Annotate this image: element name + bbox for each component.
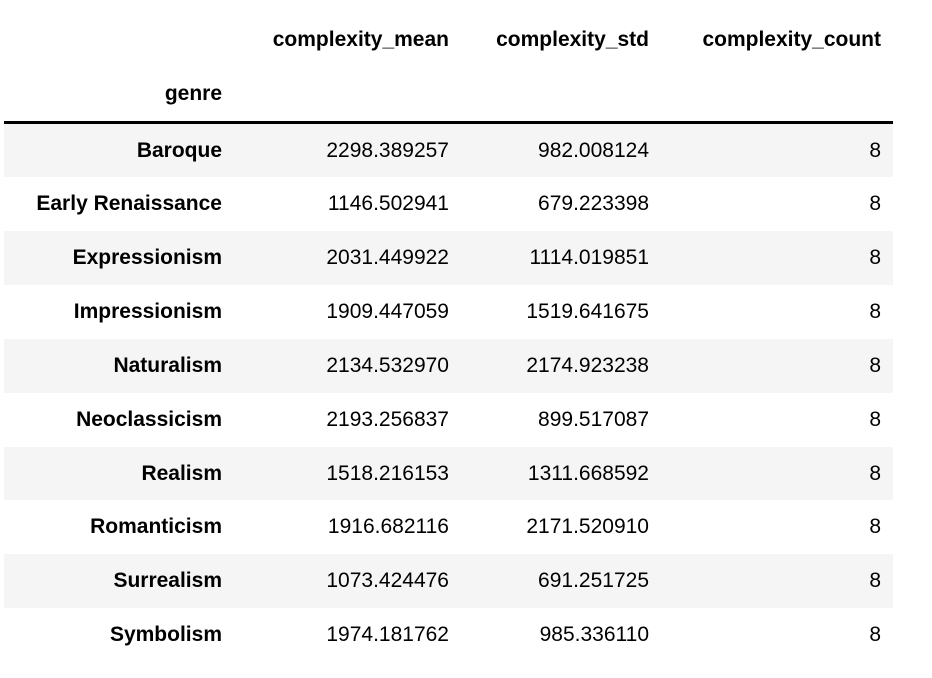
table-body: Baroque 2298.389257 982.008124 8 Early Renai… — [4, 122, 893, 662]
index-header-placeholder — [4, 13, 234, 67]
table-row: Expressionism 2031.449922 1114.019851 8 — [4, 231, 893, 286]
cell-complexity-count: 8 — [869, 300, 881, 324]
cell-complexity-mean: 2134.532970 — [326, 353, 449, 377]
col-header-complexity-std: complexity_std — [496, 28, 649, 51]
cell-complexity-mean: 1518.216153 — [326, 461, 449, 485]
index-name-row: genre — [4, 67, 893, 122]
row-genre-label: Neoclassicism — [76, 407, 222, 431]
cell-complexity-count: 8 — [869, 569, 881, 593]
row-genre-label: Early Renaissance — [36, 192, 222, 216]
row-genre-label: Baroque — [136, 138, 222, 162]
cell-complexity-std: 899.517087 — [538, 407, 649, 431]
row-genre-label: Naturalism — [113, 353, 222, 377]
blank-cell — [661, 67, 893, 122]
table-row: Early Renaissance 1146.502941 679.223398 8 — [4, 177, 893, 232]
row-genre-label: Expressionism — [72, 246, 222, 270]
cell-complexity-count: 8 — [869, 515, 881, 539]
cell-complexity-mean: 2193.256837 — [326, 407, 449, 431]
row-genre-label: Surrealism — [113, 569, 222, 593]
cell-complexity-std: 2171.520910 — [526, 515, 649, 539]
cell-complexity-mean: 1909.447059 — [326, 300, 449, 324]
cell-complexity-mean: 1146.502941 — [327, 192, 449, 216]
col-header-complexity-mean: complexity_mean — [272, 28, 449, 51]
table-row: Baroque 2298.389257 982.008124 8 — [4, 122, 893, 178]
cell-complexity-count: 8 — [869, 353, 881, 377]
cell-complexity-std: 985.336110 — [539, 622, 649, 646]
cell-complexity-std: 982.008124 — [538, 138, 649, 162]
blank-cell — [461, 67, 661, 122]
cell-complexity-std: 1519.641675 — [526, 300, 649, 324]
blank-cell — [234, 67, 461, 122]
row-genre-label: Realism — [141, 461, 222, 485]
index-name-label: genre — [164, 81, 222, 105]
cell-complexity-count: 8 — [869, 138, 881, 162]
dataframe-output: complexity_mean complexity_std complexit… — [4, 13, 893, 662]
table-row: Naturalism 2134.532970 2174.923238 8 — [4, 338, 893, 393]
cell-complexity-std: 679.223398 — [538, 192, 649, 216]
table-row: Realism 1518.216153 1311.668592 8 — [4, 446, 893, 501]
cell-complexity-count: 8 — [869, 246, 881, 270]
cell-complexity-count: 8 — [869, 461, 881, 485]
table-row: Surrealism 1073.424476 691.251725 8 — [4, 554, 893, 608]
table-row: Neoclassicism 2193.256837 899.517087 8 — [4, 392, 893, 447]
cell-complexity-std: 2174.923238 — [526, 353, 649, 377]
cell-complexity-mean: 1974.181762 — [326, 622, 449, 646]
column-header-row: complexity_mean complexity_std complexit… — [4, 13, 893, 67]
row-genre-label: Impressionism — [73, 300, 222, 324]
cell-complexity-mean: 2298.389257 — [326, 138, 449, 162]
table-row: Romanticism 1916.682116 2171.520910 8 — [4, 500, 893, 555]
row-genre-label: Symbolism — [109, 622, 222, 646]
col-header-complexity-count: complexity_count — [702, 28, 881, 51]
table-row: Symbolism 1974.181762 985.336110 8 — [4, 607, 893, 662]
table-header: complexity_mean complexity_std complexit… — [4, 13, 893, 123]
cell-complexity-count: 8 — [869, 622, 881, 646]
cell-complexity-mean: 2031.449922 — [326, 246, 449, 270]
row-genre-label: Romanticism — [90, 515, 222, 539]
table-row: Impressionism 1909.447059 1519.641675 8 — [4, 285, 893, 339]
cell-complexity-mean: 1073.424476 — [326, 569, 449, 593]
cell-complexity-mean: 1916.682116 — [327, 515, 449, 539]
cell-complexity-std: 1311.668592 — [527, 461, 649, 485]
dataframe-table: complexity_mean complexity_std complexit… — [4, 13, 893, 662]
cell-complexity-std: 1114.019851 — [529, 246, 649, 270]
cell-complexity-count: 8 — [869, 407, 881, 431]
cell-complexity-count: 8 — [869, 192, 881, 216]
cell-complexity-std: 691.251725 — [538, 569, 649, 593]
